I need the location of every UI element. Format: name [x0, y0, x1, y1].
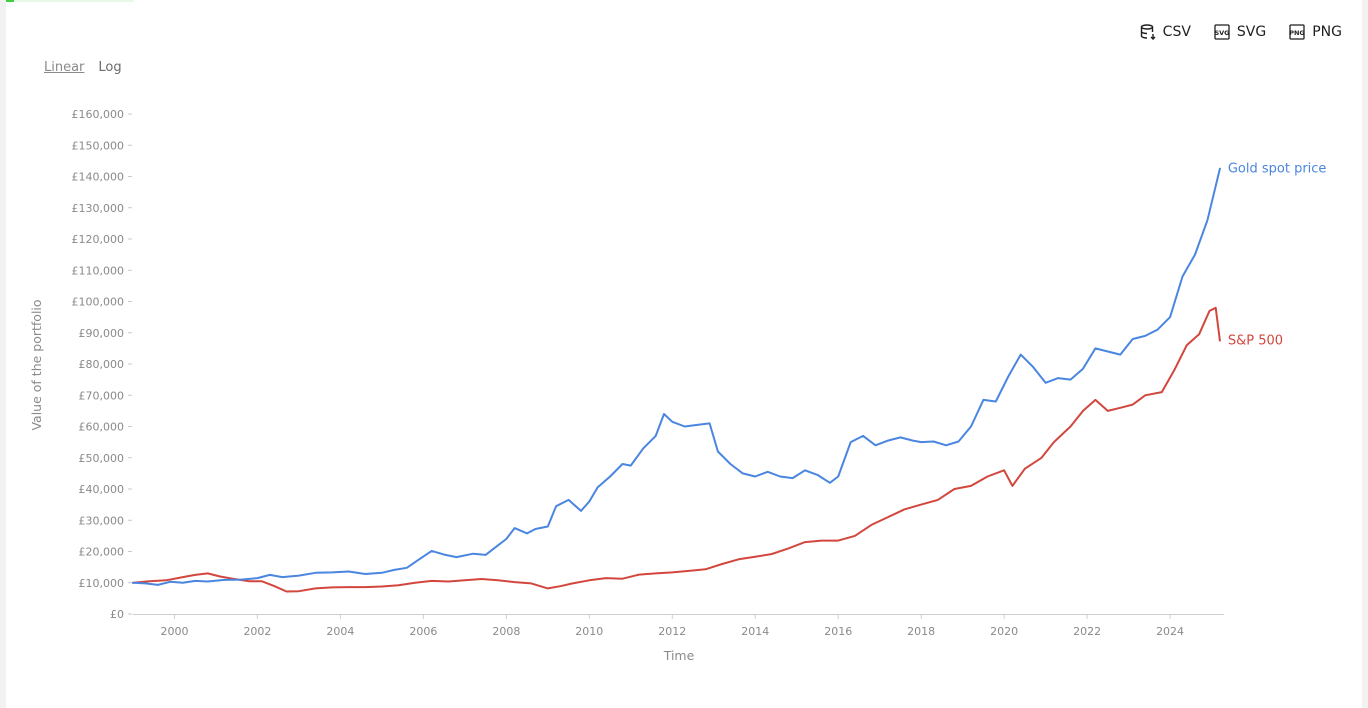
- x-tick-label: 2014: [741, 625, 769, 638]
- y-tick-label: £110,000: [72, 264, 125, 277]
- series-line-gold-spot-price: [132, 167, 1221, 586]
- y-tick-label: £90,000: [79, 327, 125, 340]
- y-tick-label: £80,000: [79, 358, 125, 371]
- series-layer: Gold spot price S&P 500: [132, 162, 1327, 593]
- y-tick-label: £20,000: [79, 546, 125, 559]
- y-tick-label: £130,000: [72, 202, 125, 215]
- database-download-icon: [1140, 24, 1156, 40]
- export-csv-label: CSV: [1162, 24, 1191, 40]
- series-label-s-p-500: S&P 500: [1228, 334, 1283, 349]
- png-file-icon: PNG: [1289, 24, 1305, 40]
- x-tick-label: 2020: [990, 625, 1018, 638]
- y-tick-label: £160,000: [72, 108, 125, 121]
- y-tick-label: £70,000: [79, 389, 125, 402]
- x-tick-label: 2008: [492, 625, 520, 638]
- x-axis-title: Time: [663, 648, 695, 663]
- page-background: [6, 0, 1362, 708]
- y-tick-label: £50,000: [79, 452, 125, 465]
- export-svg-label: SVG: [1236, 24, 1267, 40]
- x-tick-label: 2002: [243, 625, 271, 638]
- y-axis: £0 £10,000 £20,000 £30,000 £40,000 £50,000 £60…: [72, 108, 132, 621]
- y-tick-label: £30,000: [79, 514, 125, 527]
- x-tick-label: 2006: [409, 625, 437, 638]
- x-tick-label: 2000: [160, 625, 188, 638]
- y-axis-title: Value of the portfolio: [29, 299, 44, 430]
- x-tick-label: 2012: [658, 625, 686, 638]
- scale-log-option[interactable]: Log: [98, 60, 122, 75]
- y-tick-label: £60,000: [79, 421, 125, 434]
- y-tick-label: £150,000: [72, 139, 125, 152]
- svg-text:PNG: PNG: [1289, 29, 1305, 37]
- export-csv-button[interactable]: CSV: [1139, 23, 1191, 41]
- series-label-gold-spot-price: Gold spot price: [1228, 162, 1327, 177]
- x-tick-label: 2016: [824, 625, 852, 638]
- y-tick-label: £10,000: [79, 577, 125, 590]
- loading-progress-bar: [6, 0, 134, 2]
- x-tick-label: 2024: [1156, 625, 1184, 638]
- svg-text:SVG: SVG: [1214, 29, 1229, 37]
- loading-progress-accent: [6, 0, 14, 2]
- svg-file-icon: SVG: [1214, 24, 1230, 40]
- x-tick-label: 2022: [1073, 625, 1101, 638]
- scale-linear-option[interactable]: Linear: [44, 60, 85, 75]
- x-tick-label: 2004: [326, 625, 354, 638]
- y-tick-label: £120,000: [72, 233, 125, 246]
- export-toolbar: CSV SVG SVG PNG PNG: [1139, 23, 1342, 41]
- x-tick-label: 2018: [907, 625, 935, 638]
- series-line-s-p-500: [132, 306, 1221, 593]
- x-tick-label: 2010: [575, 625, 603, 638]
- y-tick-label: £100,000: [72, 296, 125, 309]
- y-tick-label: £140,000: [72, 171, 125, 184]
- scale-toggle: Linear Log: [44, 60, 122, 75]
- export-png-label: PNG: [1312, 24, 1342, 40]
- y-tick-label: £0: [110, 608, 124, 621]
- y-tick-label: £40,000: [79, 483, 125, 496]
- export-svg-button[interactable]: SVG SVG: [1213, 23, 1266, 41]
- export-png-button[interactable]: PNG PNG: [1288, 23, 1342, 41]
- x-axis: 2000 2002 2004 2006 2008 2010 2012 2014 2016 2018…: [133, 614, 1224, 638]
